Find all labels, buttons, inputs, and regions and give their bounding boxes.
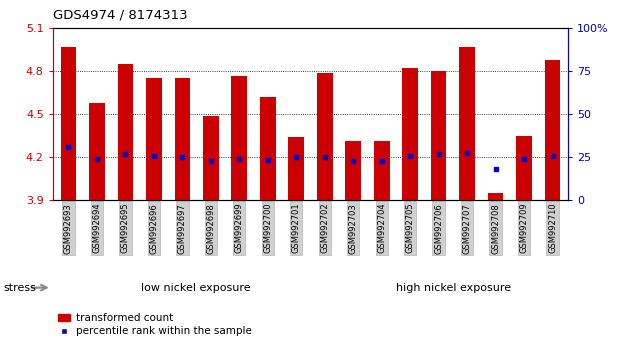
Bar bbox=[175, 78, 190, 200]
Bar bbox=[89, 103, 105, 200]
Bar bbox=[545, 60, 560, 200]
Text: GDS4974 / 8174313: GDS4974 / 8174313 bbox=[53, 9, 188, 22]
Bar bbox=[203, 116, 219, 200]
Bar bbox=[431, 71, 446, 200]
Bar bbox=[117, 64, 134, 200]
Bar bbox=[61, 47, 76, 200]
Bar bbox=[516, 136, 532, 200]
Text: low nickel exposure: low nickel exposure bbox=[141, 282, 251, 293]
Bar bbox=[146, 78, 161, 200]
Bar bbox=[374, 141, 389, 200]
Bar bbox=[288, 137, 304, 200]
Bar bbox=[460, 47, 475, 200]
Bar bbox=[260, 97, 276, 200]
Bar bbox=[487, 193, 504, 200]
Bar bbox=[317, 73, 333, 200]
Bar bbox=[232, 75, 247, 200]
Text: stress: stress bbox=[3, 282, 36, 293]
Legend: transformed count, percentile rank within the sample: transformed count, percentile rank withi… bbox=[58, 313, 252, 336]
Text: high nickel exposure: high nickel exposure bbox=[396, 282, 511, 293]
Bar bbox=[345, 141, 361, 200]
Bar bbox=[402, 68, 418, 200]
